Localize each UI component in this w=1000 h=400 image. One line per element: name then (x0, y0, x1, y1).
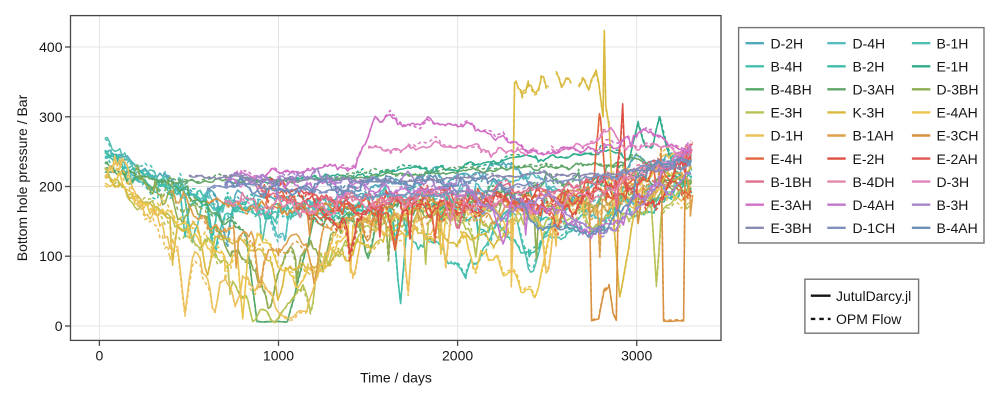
svg-text:1000: 1000 (263, 348, 294, 364)
svg-text:2000: 2000 (442, 348, 473, 364)
svg-text:D-2H: D-2H (771, 35, 804, 51)
svg-text:D-3BH: D-3BH (937, 82, 979, 98)
svg-text:D-3AH: D-3AH (853, 82, 895, 98)
svg-text:100: 100 (39, 248, 63, 264)
svg-text:E-3CH: E-3CH (937, 128, 979, 144)
svg-text:E-3BH: E-3BH (771, 220, 812, 236)
svg-text:OPM Flow: OPM Flow (836, 311, 902, 327)
svg-text:E-1H: E-1H (937, 59, 969, 75)
svg-text:K-3H: K-3H (853, 105, 885, 121)
svg-text:B-4H: B-4H (771, 59, 803, 75)
svg-text:B-1H: B-1H (937, 35, 969, 51)
svg-text:400: 400 (39, 39, 63, 55)
svg-text:B-3H: B-3H (937, 197, 969, 213)
svg-text:B-2H: B-2H (853, 59, 885, 75)
svg-text:B-4AH: B-4AH (937, 220, 978, 236)
svg-text:E-2AH: E-2AH (937, 151, 978, 167)
svg-text:D-1CH: D-1CH (853, 220, 896, 236)
svg-text:200: 200 (39, 179, 63, 195)
svg-text:B-1AH: B-1AH (853, 128, 894, 144)
svg-text:E-3AH: E-3AH (771, 197, 812, 213)
svg-text:0: 0 (96, 348, 104, 364)
svg-text:D-4AH: D-4AH (853, 197, 895, 213)
svg-text:D-3H: D-3H (937, 174, 970, 190)
svg-text:B-1BH: B-1BH (771, 174, 812, 190)
svg-text:Bottom hole pressure / Bar: Bottom hole pressure / Bar (14, 94, 30, 261)
svg-text:3000: 3000 (621, 348, 652, 364)
svg-text:Time / days: Time / days (360, 370, 432, 386)
svg-text:0: 0 (55, 318, 63, 334)
svg-text:D-1H: D-1H (771, 128, 804, 144)
svg-text:E-2H: E-2H (853, 151, 885, 167)
svg-text:D-4H: D-4H (853, 35, 886, 51)
svg-text:300: 300 (39, 109, 63, 125)
svg-text:E-4H: E-4H (771, 151, 803, 167)
svg-text:JutulDarcy.jl: JutulDarcy.jl (836, 288, 911, 304)
svg-text:E-4AH: E-4AH (937, 105, 978, 121)
svg-text:B-4DH: B-4DH (853, 174, 895, 190)
svg-text:B-4BH: B-4BH (771, 82, 812, 98)
svg-text:E-3H: E-3H (771, 105, 803, 121)
